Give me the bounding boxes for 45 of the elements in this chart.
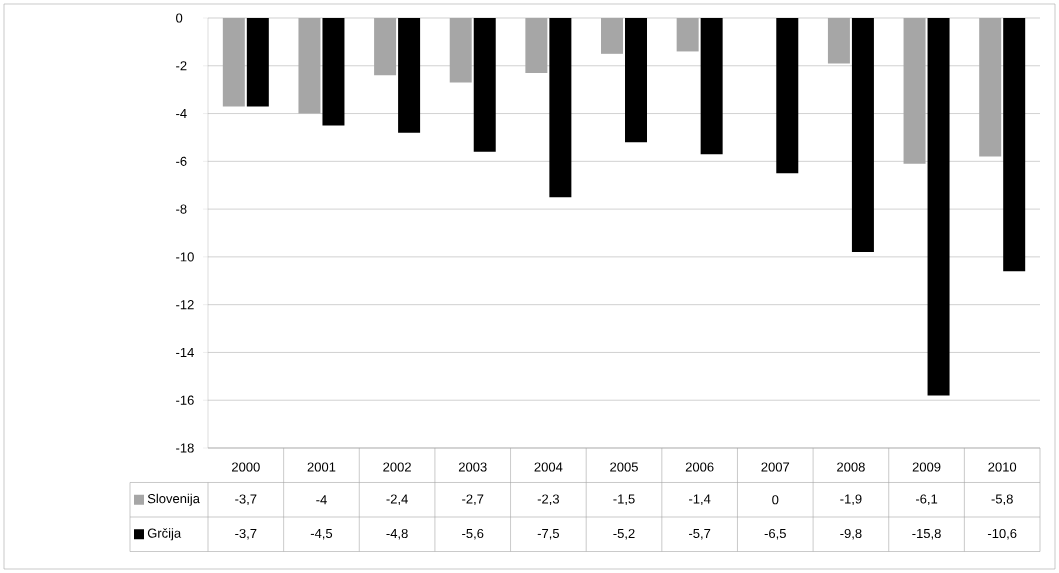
y-tick-label: -18 [176,443,194,453]
y-tick-label: -10 [176,252,194,262]
x-tick-label: 2004 [534,462,563,472]
data-label: -1,5 [613,494,635,506]
x-tick-label: 2003 [458,462,487,472]
x-tick-label: 2001 [307,462,336,472]
x-tick-label: 2009 [912,462,941,472]
y-tick-label: 0 [176,13,183,23]
data-label: -3,7 [235,528,257,540]
y-tick-label: -14 [176,347,194,357]
data-label: -6,5 [764,528,786,540]
data-label: -9,8 [840,528,862,540]
data-label: -2,3 [537,494,560,506]
data-label: -1,9 [840,494,862,506]
y-tick-label: -12 [176,300,194,310]
data-label: -6,1 [915,494,938,506]
x-tick-label: 2000 [232,462,260,472]
data-label: -4 [316,495,327,505]
x-tick-label: 2008 [837,462,865,472]
y-tick-label: -16 [176,395,194,405]
data-label: -1,4 [689,494,711,506]
data-label: -5,8 [991,494,1013,506]
data-label: -4,5 [310,528,333,540]
data-label: -7,5 [537,528,560,540]
data-label: 0 [772,495,779,505]
x-tick-label: 2005 [610,462,638,472]
data-label: -2,7 [462,494,484,506]
data-label: -10,6 [987,528,1017,540]
y-tick-label: -2 [176,61,187,71]
data-label: -4,8 [386,528,408,540]
y-tick-label: -6 [176,156,187,166]
x-tick-label: 2010 [988,462,1017,472]
data-label: -5,7 [689,528,711,540]
x-tick-label: 2002 [383,462,411,472]
y-tick-label: -4 [176,109,187,119]
data-label: -2,4 [386,494,408,506]
x-tick-label: 2006 [685,462,714,472]
legend-label: Grčija [147,528,182,541]
x-tick-label: 2007 [761,462,790,472]
data-label: -3,7 [235,494,257,506]
data-label: -5,6 [462,528,484,540]
y-tick-label: -8 [176,204,187,214]
data-label: -15,8 [912,528,941,540]
legend-label: Slovenija [147,493,200,506]
data-label: -5,2 [613,528,635,540]
